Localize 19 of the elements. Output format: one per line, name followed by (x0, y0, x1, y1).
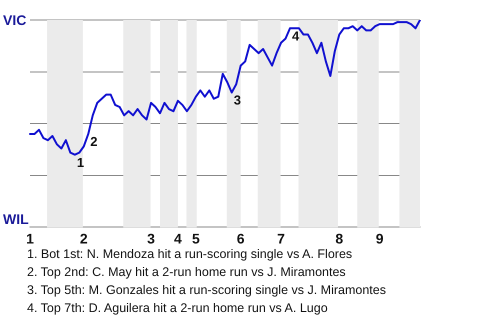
text: 2. Top 2nd: C. May hit a 2-run home run vs J. Miramontes (27, 264, 347, 281)
x-tick-label: 9 (376, 230, 384, 246)
x-tick-label: 5 (192, 230, 200, 246)
text: 4. Top 7th: D. Aguilera hit a 2-run home run vs A. Lugo (27, 300, 329, 317)
x-tick-label: 7 (277, 230, 286, 246)
text: VIC (3, 12, 26, 28)
annotation: 2 (90, 134, 98, 150)
x-tick-label: 2 (80, 230, 88, 246)
annotation: 4 (292, 28, 300, 44)
annotation: 3 (234, 92, 241, 108)
x-tick-label: 8 (335, 230, 344, 246)
text: WIL (3, 211, 29, 228)
x-tick-label: 1 (26, 230, 34, 246)
x-tick-label: 4 (174, 230, 182, 246)
x-tick-label: 6 (236, 230, 245, 246)
text: 1. Bot 1st: N. Mendoza hit a run-scoring single vs A. Flores (27, 246, 354, 263)
x-tick-label: 3 (147, 230, 156, 246)
annotation: 1 (76, 154, 84, 170)
text: 3. Top 5th: M. Gonzales hit a run-scoring single vs J. Miramontes (27, 282, 386, 299)
